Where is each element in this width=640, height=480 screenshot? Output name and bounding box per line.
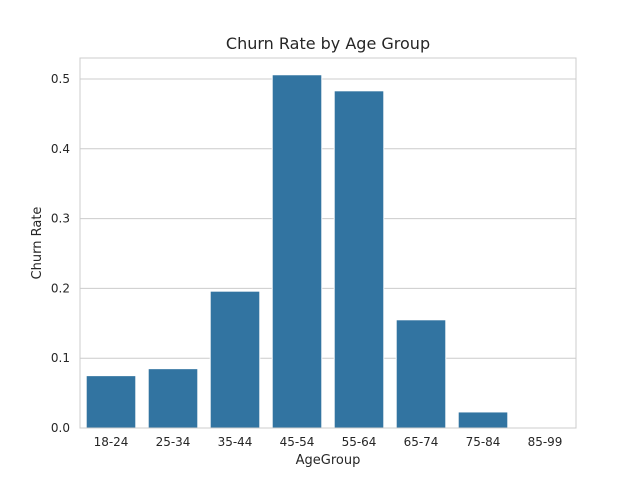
bar-65-74 xyxy=(395,319,447,429)
y-tick-label: 0.4 xyxy=(51,142,70,156)
x-tick-label: 18-24 xyxy=(94,435,129,449)
y-axis-label: Churn Rate xyxy=(30,207,45,280)
bars xyxy=(85,74,509,429)
bar-55-64 xyxy=(333,90,385,429)
x-axis-label: AgeGroup xyxy=(296,453,361,468)
x-tick-label: 85-99 xyxy=(528,435,563,449)
y-tick-labels: 0.0 0.1 0.2 0.3 0.4 0.5 xyxy=(51,72,70,435)
plot-frame xyxy=(79,57,577,429)
bar-75-84 xyxy=(457,411,509,429)
x-tick-label: 75-84 xyxy=(466,435,501,449)
x-tick-label: 45-54 xyxy=(280,435,315,449)
x-tick-labels: 18-24 25-34 35-44 45-54 55-64 65-74 75-84 85-99 xyxy=(94,435,563,449)
x-tick-label: 65-74 xyxy=(404,435,439,449)
bar-35-44 xyxy=(209,290,261,429)
y-tick-label: 0.5 xyxy=(51,72,70,86)
y-tick-label: 0.3 xyxy=(51,212,70,226)
x-tick-label: 55-64 xyxy=(342,435,377,449)
bar-18-24 xyxy=(85,375,137,429)
bar-45-54 xyxy=(271,74,323,429)
x-tick-label: 35-44 xyxy=(218,435,253,449)
y-tick-label: 0.1 xyxy=(51,351,70,365)
y-tick-label: 0.2 xyxy=(51,281,70,295)
x-tick-label: 25-34 xyxy=(156,435,191,449)
bar-25-34 xyxy=(147,368,199,429)
chart-title: Churn Rate by Age Group xyxy=(226,34,430,53)
y-tick-label: 0.0 xyxy=(51,421,70,435)
